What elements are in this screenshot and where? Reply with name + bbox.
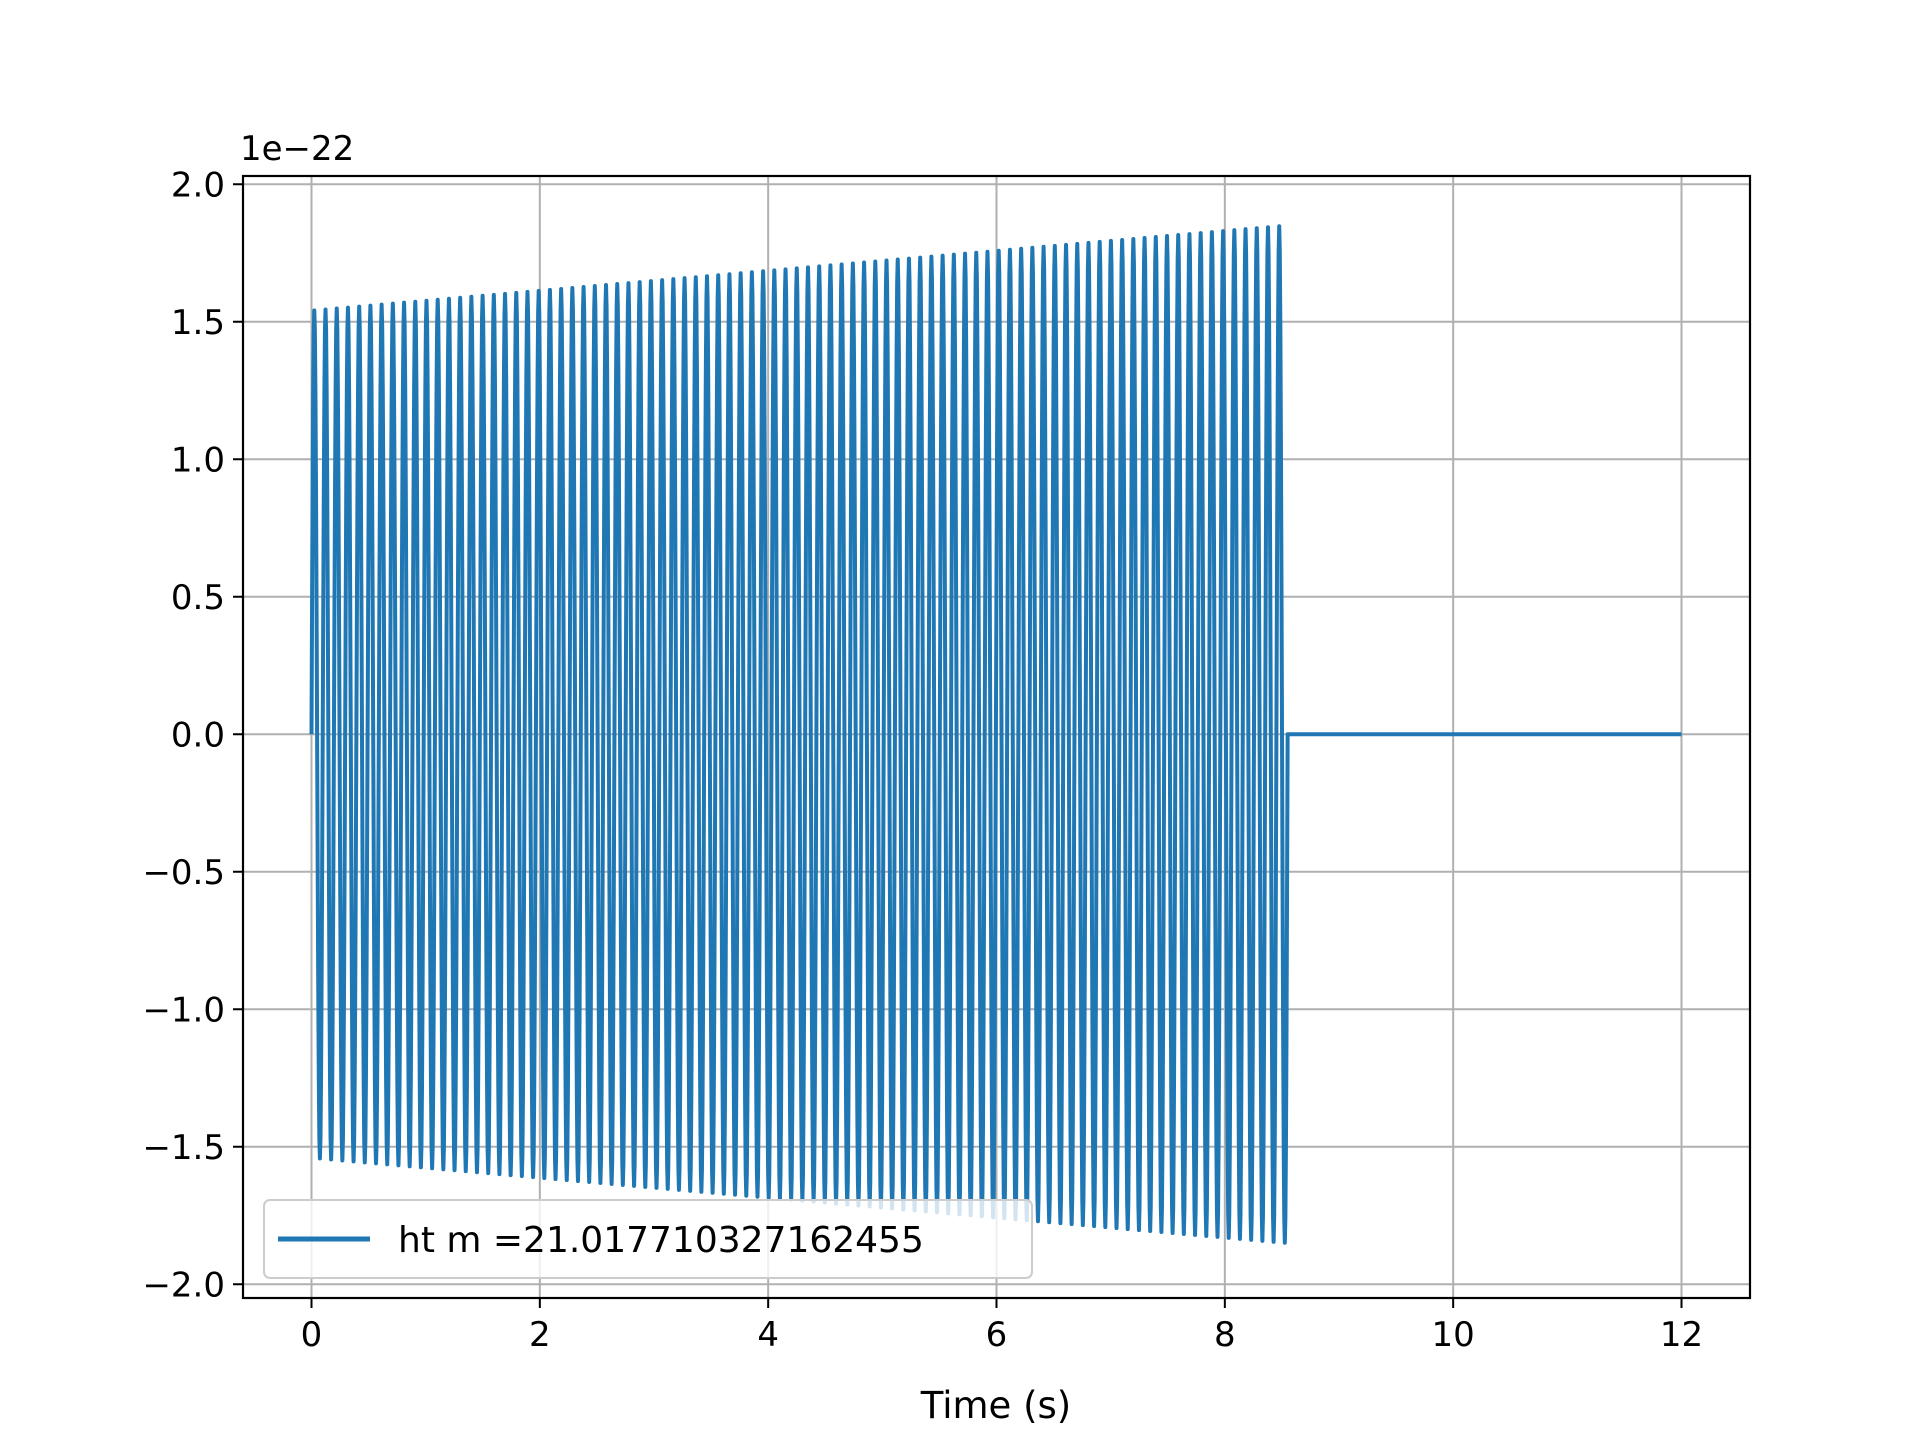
- y-tick-label: 0.5: [171, 578, 225, 618]
- y-tick-label: −2.0: [142, 1265, 225, 1305]
- legend-label: ht m =21.017710327162455: [398, 1220, 924, 1261]
- x-tick-label: 2: [529, 1315, 551, 1355]
- y-tick-label: −1.5: [142, 1128, 225, 1168]
- x-tick-label: 8: [1214, 1315, 1236, 1355]
- y-tick-label: −1.0: [142, 990, 225, 1030]
- y-tick-label: 1.5: [171, 303, 225, 343]
- x-tick-label: 4: [757, 1315, 779, 1355]
- x-axis-label: Time (s): [920, 1384, 1071, 1427]
- y-tick-label: 0.0: [171, 715, 225, 755]
- x-tick-label: 0: [301, 1315, 323, 1355]
- y-tick-label: 2.0: [171, 165, 225, 205]
- legend-box: [263, 1199, 1033, 1279]
- y-tick-label: −0.5: [142, 853, 225, 893]
- series-layer: [309, 224, 1682, 1245]
- series-line: [309, 224, 1682, 1245]
- y-offset-label: 1e−22: [240, 129, 354, 169]
- x-tick-label: 6: [986, 1315, 1008, 1355]
- ticks: 0 2 4 6 8 10 12 −2.0 −1.5 −1.0 −0.5 0.0 0.5 1.0 1.5 2.0: [142, 165, 1703, 1355]
- legend: ht m =21.017710327162455: [263, 1199, 1033, 1279]
- y-tick-label: 1.0: [171, 440, 225, 480]
- x-tick-label: 12: [1660, 1315, 1703, 1355]
- x-tick-label: 10: [1432, 1315, 1475, 1355]
